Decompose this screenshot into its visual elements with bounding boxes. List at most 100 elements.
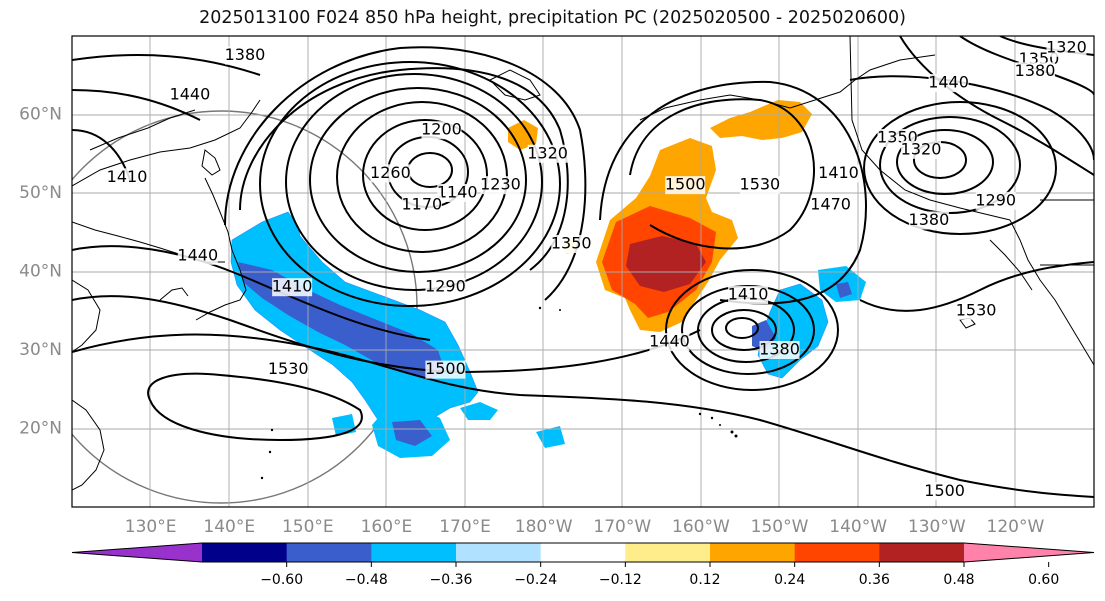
lon-label: 150°E — [282, 517, 334, 537]
lon-label: 170°W — [593, 517, 651, 537]
contour-label-bg — [665, 176, 706, 195]
contour-label-bg — [268, 360, 309, 379]
contour-label-bg — [759, 341, 800, 359]
contour-label: 1500 — [665, 175, 706, 194]
contour-label: 1530 — [956, 300, 997, 319]
range-circle — [72, 110, 418, 504]
colorbar-swatch — [710, 543, 796, 562]
contour-label-bg — [1046, 38, 1087, 57]
contour-label: 1260 — [370, 163, 411, 182]
colorbar-tick-label: −0.36 — [430, 572, 473, 588]
contour-label-bg — [177, 246, 218, 265]
contour-label: 1500 — [425, 359, 466, 378]
map-frame — [71, 35, 1095, 508]
contour-label-bg — [924, 482, 965, 501]
contour-label: 1380 — [225, 45, 266, 64]
contour-label: 1380 — [909, 210, 950, 229]
lon-label: 170°E — [439, 517, 491, 537]
contour-label: 1530 — [740, 175, 781, 194]
colorbar: −0.60 −0.48 −0.36 −0.24 −0.12 0.12 0.24 0.36 0.4… — [71, 542, 1095, 588]
lon-label: 180°W — [515, 517, 573, 537]
contour-label: 1170 — [401, 194, 442, 213]
contour-label-bg — [401, 195, 442, 214]
contour-label: 1320 — [901, 139, 942, 158]
contour-label: 1140 — [437, 183, 478, 202]
lon-label: 140°E — [203, 517, 255, 537]
contour-label-bg — [480, 176, 521, 195]
contour-label-bg — [527, 144, 568, 163]
contour-label-bg — [901, 140, 942, 159]
contour-label-bg — [908, 211, 949, 230]
lat-label: 20°N — [19, 419, 62, 439]
colorbar-tick-label: −0.24 — [514, 572, 557, 588]
contour-label: 1380 — [759, 340, 800, 359]
contour-label: 1410 — [272, 277, 313, 296]
contour-label: 1410 — [818, 163, 859, 182]
contour-label-bg — [169, 85, 210, 104]
colorbar-tick-label: 0.24 — [774, 572, 805, 588]
lon-label: 130°E — [125, 517, 177, 537]
contour-label-bg — [1015, 62, 1056, 81]
contour-label: 1230 — [480, 175, 521, 194]
colorbar-outline — [71, 542, 1095, 563]
contour-label-bg — [928, 74, 969, 93]
contour-label: 1470 — [810, 194, 851, 213]
colorbar-swatch — [286, 543, 372, 562]
contour-label-bg — [224, 46, 265, 65]
map-title: 2025013100 F024 850 hPa height, precipit… — [199, 8, 906, 28]
colorbar-swatch — [456, 543, 542, 562]
contour-label: 1500 — [924, 481, 965, 500]
contour-label-bg — [649, 333, 690, 352]
contour-label-bg — [551, 235, 592, 254]
lon-label: 130°W — [908, 517, 966, 537]
colorbar-tick-label: 0.48 — [943, 572, 974, 588]
lon-label: 120°W — [987, 517, 1045, 537]
lon-label: 160°W — [672, 517, 730, 537]
contour-label: 1200 — [421, 120, 462, 139]
lon-label: 160°E — [361, 517, 413, 537]
colorbar-tick-label: 0.36 — [859, 572, 890, 588]
contour-label-bg — [956, 301, 997, 320]
contour-label-bg — [272, 278, 313, 297]
lat-label: 50°N — [19, 183, 62, 203]
contour-label-bg — [739, 176, 780, 195]
colorbar-high-extend — [964, 543, 1094, 562]
contour-label-bg — [728, 286, 769, 305]
colorbar-tick-label: −0.48 — [345, 572, 388, 588]
colorbar-tick-label: 0.60 — [1028, 572, 1059, 588]
contour-label-bg — [425, 360, 466, 379]
contour-label: 1320 — [1046, 37, 1087, 56]
lat-label: 60°N — [19, 105, 62, 125]
contour-label: 1440 — [928, 73, 969, 92]
contour-label-bg — [421, 121, 462, 140]
contour-label: 1440 — [177, 245, 218, 264]
contour-label: 1410 — [728, 285, 769, 304]
lon-labels: 130°E 140°E 150°E 160°E 170°E 180°W 170°W 160°W… — [125, 517, 1045, 537]
contour-label: 1320 — [527, 143, 568, 162]
colorbar-swatch — [794, 543, 880, 562]
contour-label-bg — [975, 191, 1016, 210]
contour-label-bg — [437, 184, 478, 202]
colorbar-tick-label: −0.60 — [260, 572, 303, 588]
contour-label-bg — [818, 164, 859, 183]
contour-label-bg — [107, 168, 148, 187]
contour-label: 1410 — [107, 167, 148, 186]
colorbar-swatch — [371, 543, 457, 562]
colorbar-swatch — [540, 543, 626, 562]
lon-label: 140°W — [829, 517, 887, 537]
colorbar-tick-label: 0.12 — [689, 572, 720, 588]
colorbar-tick-label: −0.12 — [599, 572, 642, 588]
contour-label: 1350 — [551, 234, 592, 253]
colorbar-swatch — [202, 543, 288, 562]
contour-label: 1290 — [425, 277, 466, 296]
contour-label: 1440 — [170, 84, 211, 103]
contour-label-bg — [810, 195, 851, 214]
colorbar-swatch — [625, 543, 711, 562]
contour-label: 1440 — [649, 332, 690, 351]
colorbar-low-extend — [72, 543, 202, 562]
contour-label-bg — [425, 278, 466, 297]
contour-label-bg — [370, 164, 411, 183]
